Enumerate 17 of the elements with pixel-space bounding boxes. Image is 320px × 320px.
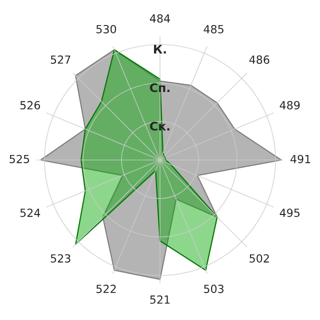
spoke-label: 491 <box>290 154 310 164</box>
spoke-label: 527 <box>50 55 70 64</box>
spoke-label: 489 <box>280 101 300 110</box>
spoke-label: 526 <box>20 101 40 110</box>
spoke-label: 503 <box>204 284 224 294</box>
y-tick-label: К. <box>154 44 166 54</box>
spoke-label: 502 <box>250 254 269 263</box>
spoke-label: 525 <box>10 154 30 164</box>
spoke-label: 486 <box>249 55 270 64</box>
spoke-label: 524 <box>20 208 40 218</box>
spoke-label: 530 <box>96 24 116 34</box>
spoke-label: 523 <box>50 254 70 263</box>
spoke-label: 522 <box>96 284 116 294</box>
spoke-label: 495 <box>280 208 300 218</box>
spoke-label: 485 <box>204 24 224 34</box>
spoke-label: 521 <box>150 295 170 304</box>
spoke-label: 484 <box>150 14 170 23</box>
